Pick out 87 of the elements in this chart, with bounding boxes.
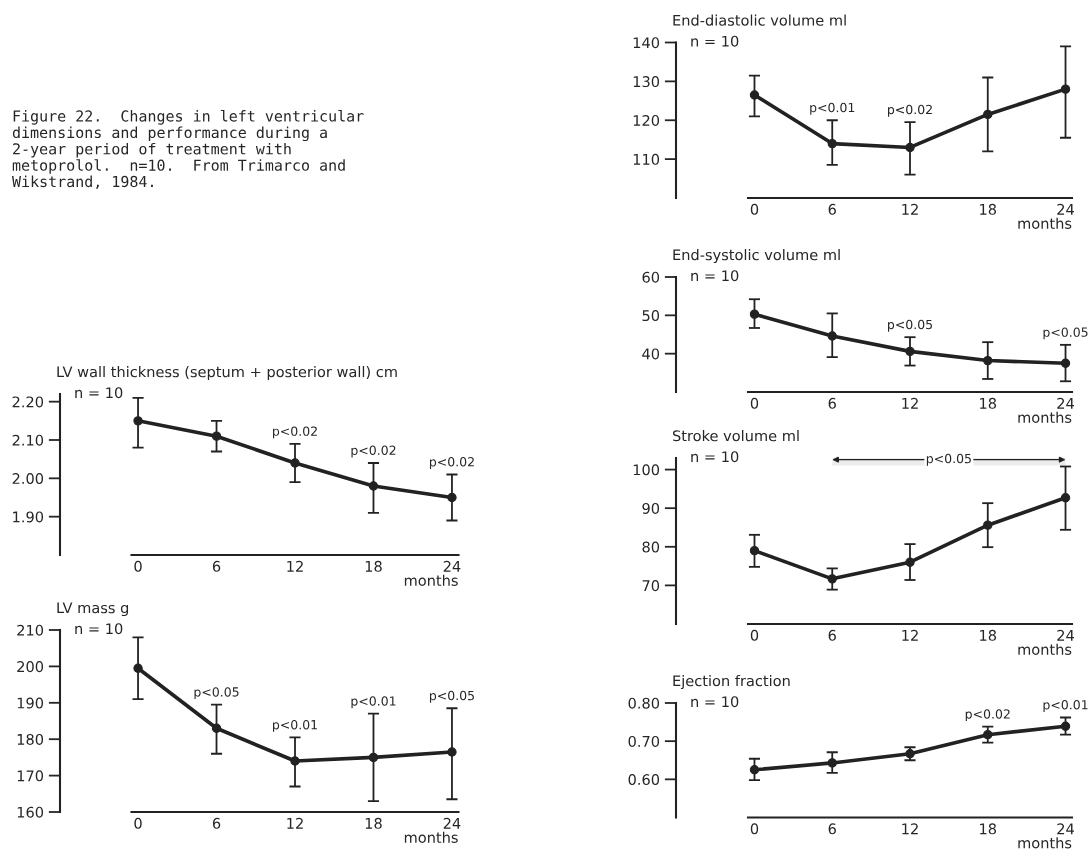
y-tick-label: 200 [17,661,44,673]
chart-title: End-systolic volume ml [673,249,840,264]
x-tick-label: 12 [287,560,303,572]
caption: Figure 22. Changes in left ventricular dimensions and performance during a 2-year period of treatment with metoprolol. n=10. From Trimarco and Wikstrand, 1984. [12,110,364,190]
x-tick-label: 24 [1057,629,1074,641]
x-tick-label: 12 [902,203,918,215]
y-tick-label: 40 [642,348,660,360]
band-label: p<0.05 [926,453,971,466]
x-axis-title: months [404,574,458,586]
y-tick-label: 60 [642,271,660,283]
annotation: p<0.02 [888,104,932,117]
x-axis-title: months [1018,837,1072,849]
x-tick-label: 18 [365,817,382,829]
x-tick-label: 0 [750,203,759,215]
annotation: p<0.05 [1043,327,1088,340]
x-tick-label: 6 [212,560,221,572]
x-tick-label: 0 [134,817,142,829]
x-tick-label: 0 [750,397,759,409]
x-tick-label: 24 [1057,823,1074,835]
text: n = 10 [75,623,123,635]
x-axis-title: months [1018,217,1072,229]
text: n = 10 [691,35,739,47]
y-tick-label: 90 [642,502,660,514]
x-axis-title: months [1018,411,1072,423]
x-tick-label: 6 [828,823,836,835]
y-tick-label: 110 [633,153,660,165]
annotation: p<0.05 [194,687,239,700]
x-tick-label: 0 [134,560,142,572]
y-tick-label: 2.00 [12,473,44,485]
x-tick-label: 24 [1057,203,1074,215]
y-tick-label: 140 [633,37,660,49]
annotation: p<0.02 [273,426,317,439]
x-tick-label: 6 [828,397,836,409]
annotation: p<0.02 [429,457,474,469]
x-tick-label: 24 [1057,397,1074,409]
annotation: p<0.05 [429,690,474,703]
y-tick-label: 0.60 [628,774,660,786]
y-tick-label: 180 [17,733,44,745]
x-tick-label: 6 [828,629,836,641]
annotation: p<0.01 [1043,700,1088,712]
x-tick-label: 12 [287,817,303,829]
x-tick-label: 12 [902,397,918,409]
x-tick-label: 6 [212,817,221,829]
x-tick-label: 0 [750,629,759,641]
chart-title: LV wall thickness (septum + posterior wall) cm [57,366,397,381]
x-tick-label: 12 [902,629,918,641]
x-tick-label: 18 [980,397,997,409]
x-tick-label: 24 [443,817,461,829]
chart-title: Ejection fraction [673,675,790,690]
annotation: p<0.01 [351,696,396,709]
y-tick-label: 2.10 [12,434,44,446]
x-tick-label: 18 [980,203,997,215]
y-tick-label: 190 [17,697,44,709]
annotation: p<0.01 [273,719,317,732]
y-tick-label: 0.70 [628,735,660,747]
x-tick-label: 18 [980,823,997,835]
x-tick-label: 24 [443,560,461,572]
y-tick-label: 170 [17,770,44,782]
y-tick-label: 1.90 [13,511,44,523]
chart-title: End-diastolic volume ml [673,14,846,26]
annotation: p<0.02 [965,709,1010,722]
x-axis-title: months [1018,643,1072,655]
text: n = 10 [691,696,739,708]
x-tick-label: 6 [828,203,836,215]
x-tick-label: 18 [980,629,997,641]
x-tick-label: 12 [902,823,918,835]
x-axis-title: months [404,831,458,843]
x-tick-label: 0 [750,823,759,835]
y-tick-label: 80 [642,541,660,553]
y-tick-label: 50 [642,310,660,322]
y-tick-label: 70 [642,580,660,592]
annotation: p<0.05 [888,319,933,332]
chart-title: LV mass g [57,602,129,617]
y-tick-label: 100 [633,464,660,476]
y-tick-label: 130 [633,76,660,88]
text: n = 10 [75,387,123,399]
y-tick-label: 0.80 [628,697,660,709]
chart-title: Stroke volume ml [672,430,799,442]
y-tick-label: 210 [17,624,44,636]
x-tick-label: 18 [365,560,382,572]
text: n = 10 [691,270,739,282]
y-tick-label: 160 [17,806,44,818]
annotation: p<0.01 [810,102,855,115]
y-tick-label: 2.20 [12,396,44,408]
y-tick-label: 120 [633,114,660,126]
annotation: p<0.02 [351,445,396,458]
text: n = 10 [691,451,739,463]
